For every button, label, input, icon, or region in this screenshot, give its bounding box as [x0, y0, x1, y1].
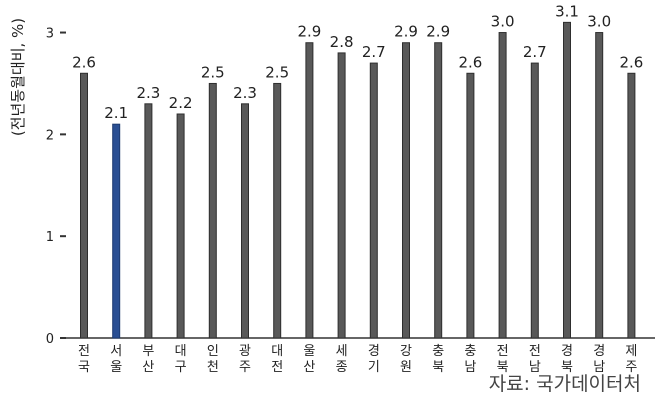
- bar: [563, 21, 571, 339]
- bar: [402, 42, 410, 339]
- bar-value-label: 2.7: [523, 43, 547, 61]
- bar: [337, 52, 346, 339]
- bar-value-label: 3.0: [587, 13, 611, 31]
- bar: [144, 103, 153, 339]
- y-tick-label: 1: [46, 230, 54, 245]
- bar-value-label: 2.9: [394, 23, 418, 41]
- source-note: 자료: 국가데이터처: [488, 373, 641, 395]
- bar: [273, 82, 282, 339]
- bar-value-label: 3.0: [491, 13, 515, 31]
- bar: [208, 82, 217, 339]
- bar-value-label: 2.8: [330, 33, 354, 51]
- y-tick-label: 2: [46, 128, 54, 143]
- bar-value-label: 2.1: [104, 104, 128, 122]
- y-tick-label: 0: [46, 332, 54, 347]
- bar: [80, 72, 88, 339]
- bar: [466, 72, 475, 339]
- bar-value-label: 2.6: [72, 53, 96, 71]
- bar: [434, 42, 443, 339]
- bar-value-label: 2.7: [362, 43, 386, 61]
- bar-value-label: 2.5: [201, 63, 225, 81]
- bar: [112, 123, 121, 339]
- bar: [595, 32, 604, 339]
- y-tick-label: 3: [46, 27, 54, 42]
- bar: [241, 103, 249, 339]
- bar-value-label: 2.9: [297, 23, 321, 41]
- bar-value-label: 3.1: [555, 2, 579, 20]
- bar-value-label: 2.3: [233, 84, 257, 102]
- bar: [369, 62, 378, 339]
- bar: [530, 62, 539, 339]
- bar: [176, 113, 185, 339]
- bar-value-label: 2.2: [169, 94, 193, 112]
- y-axis-label: (전년동월대비, %): [9, 18, 27, 136]
- bar: [627, 72, 636, 339]
- bar-value-label: 2.9: [426, 23, 450, 41]
- bar-value-label: 2.3: [136, 84, 160, 102]
- bar-value-label: 2.6: [619, 53, 643, 71]
- bar: [498, 32, 507, 339]
- bar-value-label: 2.5: [265, 63, 289, 81]
- bar: [305, 42, 314, 339]
- bar-value-label: 2.6: [458, 53, 482, 71]
